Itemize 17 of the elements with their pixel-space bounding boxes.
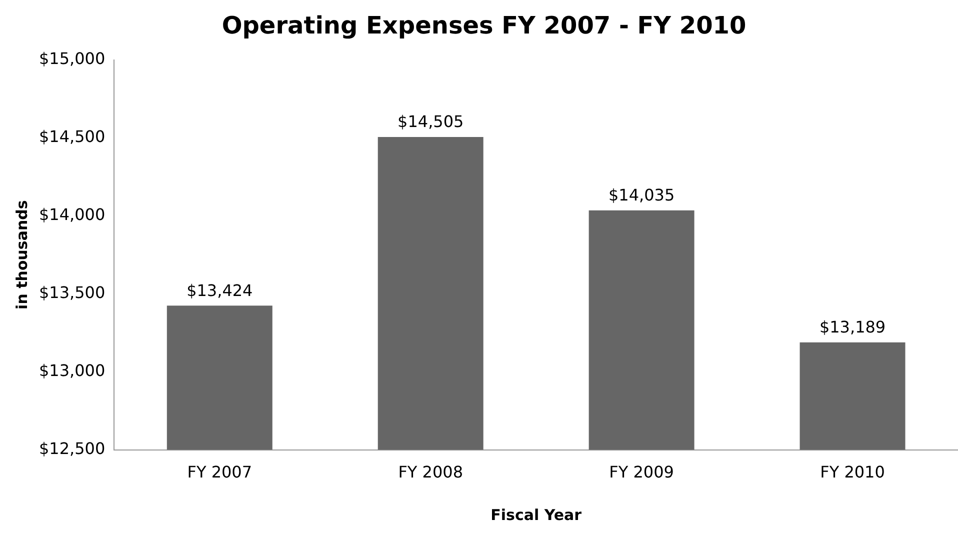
y-tick-label: $15,000 <box>38 48 106 68</box>
x-tick-label: FY 2009 <box>609 462 674 482</box>
data-label: $14,505 <box>398 112 464 132</box>
y-tick-label: $13,500 <box>38 282 106 302</box>
x-tick-label: FY 2007 <box>187 462 252 482</box>
x-tick-label: FY 2010 <box>820 462 885 482</box>
y-axis-title: in thousands <box>12 200 31 310</box>
x-axis-title: Fiscal Year <box>490 506 582 524</box>
data-label: $13,189 <box>819 317 886 336</box>
data-label: $14,035 <box>608 185 675 204</box>
x-tick-label: FY 2008 <box>398 462 463 482</box>
data-label: $13,424 <box>186 280 253 300</box>
y-tick-label: $12,500 <box>38 438 106 458</box>
y-tick-label: $13,000 <box>38 360 106 380</box>
y-tick-label: $14,000 <box>38 204 106 224</box>
chart-title: Operating Expenses FY 2007 - FY 2010 <box>222 12 746 40</box>
y-tick-label: $14,500 <box>38 126 106 146</box>
